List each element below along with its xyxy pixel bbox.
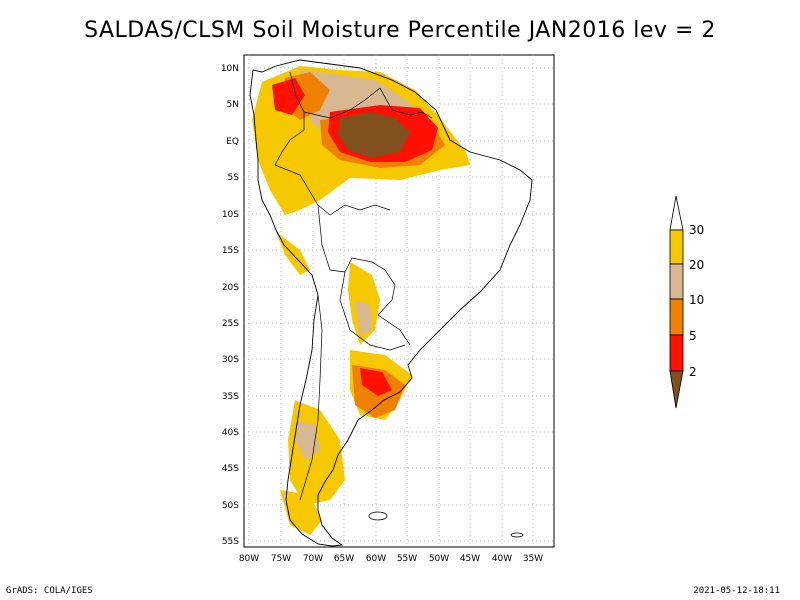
lat-tick-label: 10N — [221, 64, 239, 74]
footer-credit: GrADS: COLA/IGES — [6, 586, 93, 596]
coastline — [249, 59, 533, 547]
lat-tick-label: 30S — [222, 355, 239, 365]
lat-tick-label: 15S — [222, 246, 239, 256]
lat-tick-label: 20S — [222, 283, 239, 293]
legend-cap-lt2 — [669, 370, 684, 409]
lon-tick-label: 55W — [397, 554, 417, 564]
legend-label: 5 — [689, 329, 697, 343]
legend-label: 20 — [689, 258, 704, 272]
legend-cap-gt30 — [669, 195, 684, 231]
legend-label: 30 — [689, 223, 704, 237]
legend-box-2-5 — [669, 334, 684, 372]
shade-20-30-south — [280, 490, 322, 535]
lon-tick-label: 45W — [460, 554, 480, 564]
lat-axis: 10N 5N EQ 5S 10S 15S 20S 25S 30S 35S 40S 45S 50S 55S — [221, 64, 239, 547]
falkland-islands — [368, 511, 388, 521]
lat-tick-label: 10S — [222, 210, 239, 220]
shade-20-30-patagonia — [288, 400, 345, 505]
footer-timestamp: 2021-05-12-18:11 — [693, 586, 780, 596]
lat-tick-label: 55S — [222, 537, 239, 547]
shade-lt2-amazon — [338, 112, 410, 158]
legend-box-5-10 — [669, 298, 684, 336]
lon-tick-label: 40W — [492, 554, 512, 564]
lat-tick-label: 50S — [222, 501, 239, 511]
lat-tick-label: 35S — [222, 392, 239, 402]
shade-20-30-andes — [276, 232, 310, 275]
lon-axis: 80W 75W 70W 65W 60W 55W 50W 45W 40W 35W — [239, 554, 543, 564]
shade-2-5-pampas — [360, 368, 392, 396]
south-georgia — [510, 532, 524, 538]
country-borders — [274, 71, 433, 501]
percentile-shading — [252, 66, 470, 535]
legend: 30 20 10 5 2 — [669, 195, 704, 409]
shade-10-20-center — [355, 300, 372, 335]
shade-2-5-west — [272, 78, 305, 115]
legend-box-20-30 — [669, 229, 684, 265]
lon-tick-label: 60W — [366, 554, 386, 564]
lon-tick-label: 50W — [429, 554, 449, 564]
lon-tick-label: 75W — [271, 554, 291, 564]
map-frame — [243, 54, 555, 548]
lon-tick-label: 70W — [303, 554, 323, 564]
map-title: SALDAS/CLSM Soil Moisture Percentile JAN… — [84, 18, 716, 43]
lon-tick-label: 80W — [239, 554, 259, 564]
legend-label: 2 — [689, 365, 697, 379]
lat-tick-label: 5N — [227, 100, 239, 110]
lat-tick-label: 5S — [228, 173, 240, 183]
lat-tick-label: 25S — [222, 319, 239, 329]
lon-tick-label: 35W — [523, 554, 543, 564]
legend-label: 10 — [689, 293, 704, 307]
lon-tick-label: 65W — [334, 554, 354, 564]
legend-box-10-20 — [669, 263, 684, 300]
lat-tick-label: 45S — [222, 464, 239, 474]
lat-tick-label: EQ — [226, 137, 239, 147]
lat-tick-label: 40S — [222, 428, 239, 438]
